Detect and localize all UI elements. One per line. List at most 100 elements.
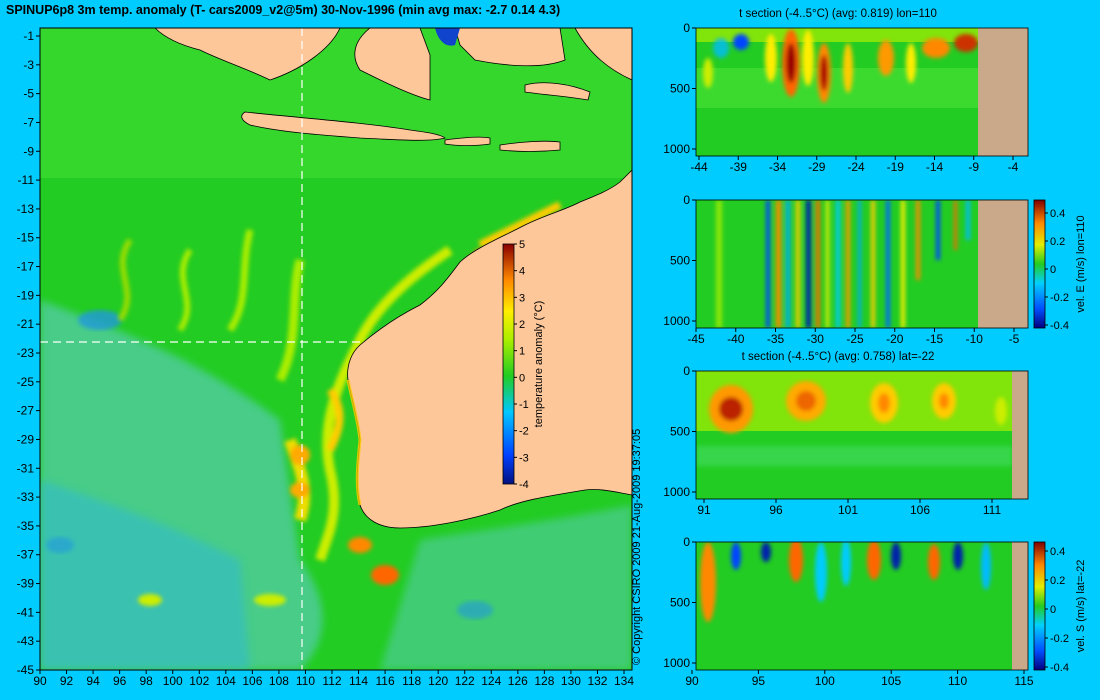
panel-t-section-lon: t section (-4..5°C) (avg: 0.819) lon=110 bbox=[663, 8, 1029, 174]
p4-x-tick-label: 95 bbox=[752, 674, 766, 688]
map-x-tick-label: 122 bbox=[455, 674, 475, 688]
p2-x-tick-label: -5 bbox=[1009, 332, 1020, 346]
map-x-tick-label: 120 bbox=[428, 674, 448, 688]
temp-colorbar-tick-label: 0 bbox=[519, 372, 525, 384]
map-x-tick-label: 134 bbox=[614, 674, 634, 688]
temp-colorbar-tick-label: -4 bbox=[519, 479, 529, 491]
p1-x-tick-label: -19 bbox=[887, 160, 905, 174]
p4-x-tick-label: 110 bbox=[948, 674, 967, 688]
map-x-tick-label: 94 bbox=[86, 674, 100, 688]
map-y-tick-label: -25 bbox=[17, 375, 35, 389]
map-y-tick-label: -1 bbox=[23, 29, 34, 43]
map-y-tick-label: -29 bbox=[17, 432, 35, 446]
t-section-lat-field bbox=[696, 371, 1028, 499]
p4-y-tick-label: 1000 bbox=[663, 656, 690, 670]
map-x-tick-label: 90 bbox=[33, 674, 47, 688]
map-x-tick-label: 128 bbox=[534, 674, 554, 688]
vel-e-colorbar-tick-label: 0.4 bbox=[1050, 208, 1065, 220]
p2-x-tick-label: -45 bbox=[687, 332, 705, 346]
main-title: SPINUP6p8 3m temp. anomaly (T- cars2009_… bbox=[6, 3, 561, 17]
p2-x-tick-label: -20 bbox=[886, 332, 904, 346]
p4-x-tick-label: 105 bbox=[881, 674, 901, 688]
panel-vel-e: -45 -40 -35 -30 -25 -20 -15 -10 -5 0 500 1000 0.4 0.… bbox=[663, 193, 1087, 346]
map-y-tick-label: -19 bbox=[17, 288, 35, 302]
map-y-tick-label: -15 bbox=[17, 231, 35, 245]
vel-e-colorbar-label: vel. E (m/s) lon=110 bbox=[1075, 215, 1087, 312]
p3-y-tick-label: 0 bbox=[683, 364, 690, 378]
map-x-tick-label: 132 bbox=[587, 674, 607, 688]
p1-x-tick-label: -39 bbox=[730, 160, 748, 174]
map-frame bbox=[39, 27, 633, 671]
map-x-tick-label: 108 bbox=[269, 674, 289, 688]
temp-colorbar-tick-label: 2 bbox=[519, 319, 525, 331]
p1-x-tick-label: -44 bbox=[690, 160, 708, 174]
t-section-lon-field bbox=[696, 28, 1028, 156]
map-y-tick-label: -45 bbox=[17, 663, 35, 677]
map-x-tick-label: 102 bbox=[189, 674, 209, 688]
p1-x-tick-label: -14 bbox=[926, 160, 944, 174]
map-y-tick-label: -5 bbox=[23, 87, 34, 101]
vel-s-colorbar-tick-label: -0.4 bbox=[1050, 662, 1069, 674]
vel-s-colorbar-tick-label: 0.2 bbox=[1050, 575, 1065, 587]
p3-y-tick-label: 500 bbox=[670, 425, 690, 439]
land-islands bbox=[154, 28, 632, 152]
p1-x-tick-label: -29 bbox=[808, 160, 826, 174]
map-y-tick-label: -27 bbox=[17, 404, 35, 418]
map-x-tick-label: 96 bbox=[113, 674, 127, 688]
p3-x-tick-label: 96 bbox=[769, 503, 783, 517]
p2-x-tick-label: -30 bbox=[807, 332, 825, 346]
vel-s-colorbar-tick-label: 0.4 bbox=[1050, 546, 1065, 558]
p2-x-tick-label: -15 bbox=[926, 332, 944, 346]
temp-colorbar-tick-label: -3 bbox=[519, 452, 529, 464]
map-y-tick-label: -7 bbox=[23, 115, 34, 129]
p4-x-tick-label: 115 bbox=[1014, 674, 1033, 688]
p3-x-tick-label: 111 bbox=[983, 503, 1002, 517]
panel-vel-s: 90 95 100 105 110 115 0 500 1000 0.4 0.2 0 -0.2 -0.4… bbox=[663, 535, 1087, 688]
map-x-tick-label: 110 bbox=[296, 674, 315, 688]
p2-y-tick-label: 1000 bbox=[663, 314, 690, 328]
t-section-lat-title: t section (-4..5°C) (avg: 0.758) lat=-22 bbox=[742, 351, 935, 363]
panel-t-section-lat: t section (-4..5°C) (avg: 0.758) lat=-22… bbox=[663, 351, 1029, 517]
map-y-tick-label: -9 bbox=[23, 144, 34, 158]
map-y-tick-label: -21 bbox=[17, 317, 35, 331]
p1-x-tick-label: -24 bbox=[847, 160, 865, 174]
map-y-tick-label: -17 bbox=[17, 260, 35, 274]
p1-x-tick-label: -34 bbox=[769, 160, 787, 174]
map-y-tick-label: -33 bbox=[17, 490, 35, 504]
map-x-tick-label: 114 bbox=[349, 674, 368, 688]
map-y-tick-label: -39 bbox=[17, 577, 35, 591]
map-y-tick-label: -43 bbox=[17, 634, 35, 648]
map-y-tick-label: -23 bbox=[17, 346, 35, 360]
vel-s-colorbar-tick-label: -0.2 bbox=[1050, 633, 1069, 645]
map-x-axis: 90 92 94 96 98 100 102 104 106 108 110 112 114 116 118… bbox=[33, 670, 634, 688]
map-x-tick-label: 126 bbox=[508, 674, 528, 688]
t-section-lon-title: t section (-4..5°C) (avg: 0.819) lon=110 bbox=[739, 8, 937, 20]
p3-y-tick-label: 1000 bbox=[663, 485, 690, 499]
vel-s-colorbar-label: vel. S (m/s) lat=-22 bbox=[1075, 560, 1087, 653]
map-y-tick-label: -35 bbox=[17, 519, 35, 533]
map-y-tick-label: -41 bbox=[17, 605, 35, 619]
temp-colorbar-tick-label: 3 bbox=[519, 292, 525, 304]
p4-x-tick-label: 90 bbox=[685, 674, 699, 688]
vel-e-field bbox=[696, 200, 1028, 328]
temp-colorbar-tick-label: 1 bbox=[519, 346, 525, 358]
p4-y-tick-label: 500 bbox=[670, 596, 690, 610]
p1-y-tick-label: 0 bbox=[683, 21, 690, 35]
map-x-tick-label: 130 bbox=[561, 674, 581, 688]
p1-y-tick-label: 1000 bbox=[663, 142, 690, 156]
temp-colorbar-tick-label: 5 bbox=[519, 239, 525, 251]
map-x-tick-label: 112 bbox=[322, 674, 341, 688]
p2-x-tick-label: -40 bbox=[727, 332, 745, 346]
vel-s-colorbar-tick-label: 0 bbox=[1050, 604, 1056, 616]
map-y-tick-label: -3 bbox=[23, 58, 34, 72]
temp-colorbar-tick-label: 4 bbox=[519, 266, 525, 278]
map-x-tick-label: 124 bbox=[481, 674, 501, 688]
p2-x-tick-label: -10 bbox=[966, 332, 984, 346]
map-x-tick-label: 100 bbox=[163, 674, 183, 688]
map-x-tick-label: 98 bbox=[140, 674, 154, 688]
p2-y-tick-label: 0 bbox=[683, 193, 690, 207]
vel-e-colorbar-tick-label: 0.2 bbox=[1050, 236, 1065, 248]
p3-x-tick-label: 101 bbox=[838, 503, 858, 517]
temperature-colorbar: 5 4 3 2 1 0 -1 -2 -3 -4 temperature anomaly (°C) bbox=[502, 239, 545, 491]
